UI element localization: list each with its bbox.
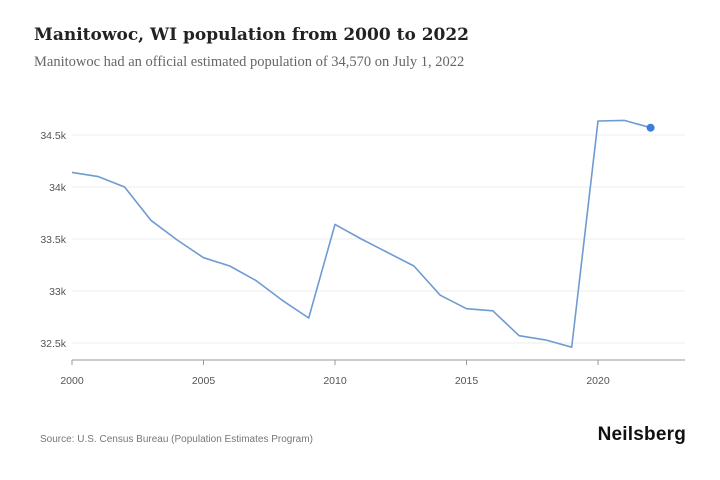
population-line (71, 119, 651, 349)
y-tick-label: 33k (49, 286, 67, 298)
y-tick-label: 34k (49, 182, 67, 194)
y-tick-label: 32.5k (40, 338, 66, 350)
y-tick-label: 34.5k (40, 130, 66, 142)
last-data-point-marker (646, 123, 655, 132)
x-tick-label: 2005 (192, 375, 216, 387)
chart-title: Manitowoc, WI population from 2000 to 20… (34, 25, 470, 45)
x-tick-label: 2000 (60, 375, 84, 387)
x-tick-label: 2020 (586, 375, 610, 387)
y-tick-label: 33.5k (40, 234, 66, 246)
x-tick-label: 2015 (455, 375, 479, 387)
x-tick-label: 2010 (323, 375, 347, 387)
source-note: Source: U.S. Census Bureau (Population E… (40, 434, 313, 445)
neilsberg-logo: Neilsberg (597, 424, 686, 445)
chart-subtitle: Manitowoc had an official estimated popu… (34, 54, 465, 70)
